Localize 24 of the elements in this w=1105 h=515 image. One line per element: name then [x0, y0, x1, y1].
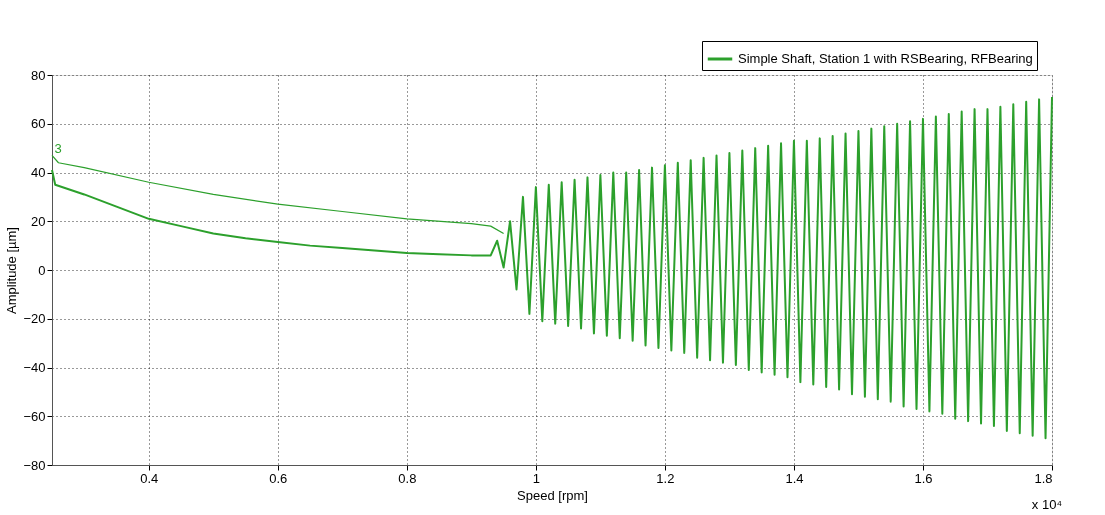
y-tick-label: 40 — [31, 165, 46, 180]
legend-label: Simple Shaft, Station 1 with RSBearing, RFBearing — [738, 51, 1033, 66]
y-axis-title: Amplitude [µm] — [4, 227, 20, 314]
y-tick-label: 60 — [31, 116, 46, 132]
x-tick-label: 1 — [532, 470, 540, 486]
x-tick-label: 1.4 — [785, 470, 804, 486]
y-tick-label: −40 — [23, 360, 46, 375]
y-tick-label: −60 — [23, 408, 46, 424]
x-tick-label: 0.6 — [269, 470, 288, 486]
y-tick-label: 20 — [31, 213, 46, 229]
y-tick-label: −20 — [23, 311, 46, 327]
x-axis-title: Speed [rpm] — [517, 487, 588, 503]
x-tick-label: 1.6 — [914, 470, 933, 486]
line-series — [51, 95, 1053, 440]
x-tick-label: 1.2 — [656, 470, 675, 486]
y-tick-label: −80 — [23, 457, 46, 473]
y-tick-label: 80 — [31, 67, 46, 83]
y-tick-label: 0 — [38, 262, 46, 278]
x-tick-label: 1.8 — [1034, 470, 1053, 486]
x-tick-label: 0.4 — [140, 470, 159, 486]
text: x 10⁴ — [1031, 497, 1062, 512]
x-tick-label: 0.8 — [398, 470, 417, 486]
line-series — [51, 154, 505, 235]
annotation: 3 — [54, 141, 62, 157]
